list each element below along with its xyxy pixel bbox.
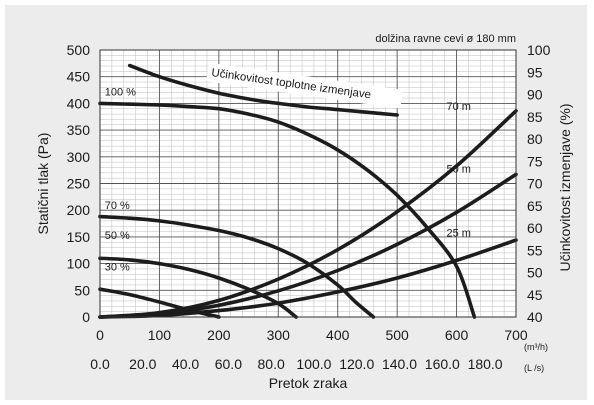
x-tick-ls: 140.0 (382, 356, 417, 372)
curve-label-fan-0: 100 % (105, 87, 136, 99)
y-tick-right: 80 (527, 131, 543, 147)
grid-major (99, 49, 517, 318)
chart-panel: 100 % 70 % 50 % 30 % 70 m 50 m 25 m Učinkovitos… (5, 5, 587, 400)
y-tick-left: 200 (67, 202, 91, 218)
y-tick-right: 85 (527, 109, 543, 125)
x-tick-ls: 120.0 (339, 356, 374, 372)
x-tick-m3h: 0 (96, 327, 104, 343)
x-unit-ls: (L /s) (524, 363, 544, 373)
x-tick-m3h: 600 (445, 327, 469, 343)
axis-layer: dolžina ravne cevi ø 180 mm 0 50 100 150 200 2… (35, 33, 573, 391)
x-tick-ls: 80.0 (258, 356, 285, 372)
y-tick-right: 90 (527, 87, 543, 103)
y-tick-right: 70 (527, 176, 543, 192)
x-tick-ls: 160.0 (425, 356, 460, 372)
y-tick-right: 55 (527, 242, 543, 258)
y-axis-title-left: Statični tlak (Pa) (35, 133, 51, 235)
series-line-efficiency-7 (127, 63, 399, 117)
curve-label-duct-6: 25 m (446, 228, 470, 240)
y-tick-left: 500 (67, 42, 91, 58)
y-tick-right: 65 (527, 198, 543, 214)
curve-label-duct-5: 50 m (446, 164, 470, 176)
curve-label-fan-1: 70 % (105, 200, 130, 212)
x-tick-m3h: 300 (267, 327, 291, 343)
y-tick-right: 60 (527, 220, 543, 236)
curve-label-fan-2: 50 % (105, 230, 130, 242)
series-layer (98, 63, 518, 319)
y-tick-left: 250 (67, 176, 91, 192)
efficiency-label-box (206, 62, 403, 109)
x-tick-ls: 20.0 (129, 356, 156, 372)
y-axis-title-right: Učinkovitost izmenjave (%) (557, 103, 573, 271)
plot-frame (99, 49, 517, 318)
y-tick-left: 450 (67, 69, 91, 85)
y-tick-left: 100 (67, 256, 91, 272)
x-axis-title: Pretok zraka (269, 375, 348, 391)
y-tick-right: 45 (527, 287, 543, 303)
y-tick-right: 40 (527, 309, 543, 325)
y-tick-right: 50 (527, 265, 543, 281)
fan-performance-chart: 100 % 70 % 50 % 30 % 70 m 50 m 25 m Učinkovitos… (35, 33, 573, 391)
curve-label-fan-3: 30 % (105, 261, 130, 273)
x-tick-m3h: 400 (326, 327, 350, 343)
x-tick-m3h: 700 (504, 327, 528, 343)
x-tick-ls: 40.0 (172, 356, 199, 372)
y-tick-left: 0 (82, 309, 90, 325)
y-tick-left: 150 (67, 229, 91, 245)
y-tick-left: 400 (67, 95, 91, 111)
x-unit-m3h: (m³/h) (524, 342, 548, 352)
y-tick-left: 300 (67, 149, 91, 165)
y-tick-left: 50 (74, 282, 90, 298)
x-tick-m3h: 100 (148, 327, 172, 343)
duct-length-note: dolžina ravne cevi ø 180 mm (375, 33, 516, 45)
y-tick-right: 75 (527, 153, 543, 169)
series-line-duct-6 (98, 238, 518, 319)
y-tick-right: 95 (527, 64, 543, 80)
y-tick-left: 350 (67, 122, 91, 138)
x-tick-m3h: 200 (207, 327, 231, 343)
x-tick-ls: 0.0 (90, 356, 110, 372)
x-tick-m3h: 500 (385, 327, 409, 343)
curve-label-duct-4: 70 m (446, 101, 470, 113)
series-line-duct-5 (98, 172, 518, 319)
y-tick-right: 100 (527, 42, 551, 58)
x-tick-ls: 100.0 (296, 356, 331, 372)
x-tick-ls: 60.0 (215, 356, 242, 372)
x-tick-ls: 180.0 (468, 356, 503, 372)
